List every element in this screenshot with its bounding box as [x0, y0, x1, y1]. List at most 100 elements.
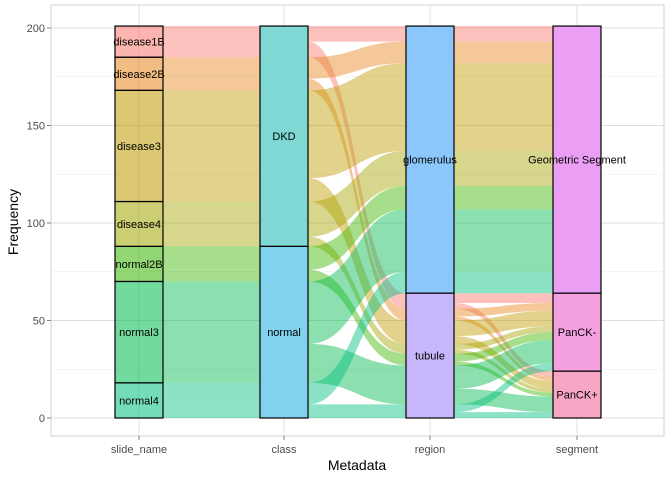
- flow-normal3-class-to-region: [308, 343, 406, 389]
- flow-normal2b-class-to-region: [308, 269, 406, 362]
- flow-normal2b-class-to-region: [308, 277, 406, 366]
- flow-normal2b-slide_name-to-class: [163, 277, 260, 282]
- flow-normal2b-region-to-segment: [454, 185, 553, 210]
- stratum-slide-name-disease3: [114, 89, 164, 203]
- flow-disease4-slide_name-to-class: [163, 236, 260, 243]
- stratum-slide-name-disease1b: [114, 25, 164, 58]
- flow-normal3-region-to-segment: [454, 388, 553, 413]
- stratum-slide-name-disease2b: [114, 56, 164, 92]
- flow-disease1b-class-to-region: [308, 26, 406, 42]
- flow-disease1b-slide_name-to-class: [163, 41, 260, 52]
- flow-disease3-class-to-region: [308, 178, 406, 337]
- flow-disease4-region-to-segment: [454, 326, 553, 350]
- stratum-label-disease4: disease4: [117, 219, 161, 231]
- y-axis-title: Frequency: [5, 189, 21, 255]
- flow-disease2b-region-to-segment: [454, 302, 553, 317]
- y-axis-ticks: 0 50 100 150 200: [27, 23, 51, 425]
- flow-normal2b-slide_name-to-class: [163, 246, 260, 270]
- stratum-label-normal: normal: [267, 327, 301, 339]
- y-tick-label: 100: [27, 218, 45, 230]
- stratum-region-tubule: [405, 292, 455, 419]
- stratum-label-tubule: tubule: [415, 351, 445, 363]
- y-tick-label: 50: [33, 316, 45, 328]
- flow-disease1b-region-to-segment: [454, 302, 553, 378]
- y-tick-label: 200: [27, 23, 45, 35]
- x-tick-label-region: region: [415, 444, 446, 456]
- stratum-label-normal2b: normal2B: [115, 259, 162, 271]
- flow-disease3-slide_name-to-class: [163, 178, 260, 194]
- flow-normal4-class-to-region: [308, 412, 406, 418]
- flow-normal4-slide_name-to-class: [163, 404, 260, 413]
- flow-normal2b-class-to-region: [308, 185, 406, 270]
- stratum-class-normal: [259, 245, 309, 419]
- stratum-label-dkd: DKD: [272, 131, 295, 143]
- flow-disease4-class-to-region: [308, 236, 406, 350]
- stratum-label-disease2b: disease2B: [113, 69, 164, 81]
- stratum-label-panck: PanCK-: [558, 327, 597, 339]
- flow-disease2b-region-to-segment: [454, 41, 553, 64]
- flow-disease2b-class-to-region: [308, 86, 406, 321]
- flow-normal3-slide_name-to-class: [163, 367, 260, 383]
- flow-normal4-slide_name-to-class: [163, 382, 260, 405]
- flow-normal3-region-to-segment: [454, 209, 553, 272]
- stratum-class-dkd: [259, 25, 309, 248]
- flow-disease1b-class-to-region: [308, 41, 406, 303]
- stratum-label-disease3: disease3: [117, 141, 161, 153]
- flow-disease3-region-to-segment: [454, 310, 553, 337]
- flow-normal4-slide_name-to-class: [163, 412, 260, 418]
- flow-disease3-slide_name-to-class: [163, 193, 260, 202]
- flow-disease2b-slide_name-to-class: [163, 57, 260, 79]
- stratum-label-normal4: normal4: [119, 395, 159, 407]
- flow-normal4-class-to-region: [308, 404, 406, 413]
- flow-disease3-region-to-segment: [454, 336, 553, 389]
- stratum-label-geometric-segment: Geometric Segment: [528, 155, 626, 167]
- flows: [163, 26, 553, 418]
- flow-normal4-region-to-segment: [454, 271, 553, 294]
- flow-normal2b-slide_name-to-class: [163, 269, 260, 278]
- flow-disease1b-slide_name-to-class: [163, 26, 260, 42]
- flow-normal3-slide_name-to-class: [163, 343, 260, 368]
- flow-disease1b-class-to-region: [308, 51, 406, 309]
- flow-normal3-class-to-region: [308, 367, 406, 405]
- flow-disease4-slide_name-to-class: [163, 242, 260, 247]
- stratum-segment-panck: [552, 370, 602, 419]
- y-tick-label: 0: [39, 413, 45, 425]
- stratum-label-disease1b: disease1B: [113, 37, 164, 49]
- stratum-label-glomerulus: glomerulus: [403, 155, 457, 167]
- flow-normal3-slide_name-to-class: [163, 281, 260, 344]
- flow-disease4-region-to-segment: [454, 150, 553, 186]
- stratum-slide-name-normal4: [114, 382, 164, 419]
- flow-normal4-class-to-region: [308, 271, 406, 405]
- stratum-label-panck: PanCK+: [556, 390, 597, 402]
- flow-disease2b-region-to-segment: [454, 316, 553, 381]
- stratum-segment-geometric-segment: [552, 25, 602, 294]
- flow-disease1b-region-to-segment: [454, 26, 553, 42]
- stratum-labels: disease1B disease2B disease3 disease4 normal…: [113, 37, 626, 408]
- flow-disease1b-region-to-segment: [454, 293, 553, 303]
- flow-disease3-class-to-region: [308, 63, 406, 179]
- flow-disease3-class-to-region: [308, 193, 406, 344]
- flow-disease4-region-to-segment: [454, 349, 553, 393]
- x-axis-title: Metadata: [328, 457, 387, 473]
- flow-normal2b-region-to-segment: [454, 332, 553, 362]
- y-tick-label: 150: [27, 121, 45, 133]
- flow-disease4-class-to-region: [308, 242, 406, 354]
- flow-disease3-slide_name-to-class: [163, 90, 260, 179]
- flow-disease4-slide_name-to-class: [163, 201, 260, 237]
- x-tick-label-segment: segment: [556, 444, 598, 456]
- flow-disease2b-class-to-region: [308, 41, 406, 79]
- x-tick-label-slide-name: slide_name: [111, 444, 167, 456]
- flow-disease3-region-to-segment: [454, 63, 553, 151]
- flow-disease1b-slide_name-to-class: [163, 51, 260, 58]
- flow-normal3-region-to-segment: [454, 340, 553, 389]
- flow-disease2b-class-to-region: [308, 78, 406, 317]
- stratum-label-normal3: normal3: [119, 327, 159, 339]
- stratum-region-glomerulus: [405, 25, 455, 294]
- flow-normal2b-region-to-segment: [454, 361, 553, 397]
- flow-normal4-region-to-segment: [454, 363, 553, 413]
- stratum-slide-name-normal2b: [114, 245, 164, 283]
- flow-disease2b-slide_name-to-class: [163, 78, 260, 87]
- strata: [114, 25, 602, 419]
- flow-normal4-region-to-segment: [454, 412, 553, 418]
- stratum-segment-panck: [552, 292, 602, 372]
